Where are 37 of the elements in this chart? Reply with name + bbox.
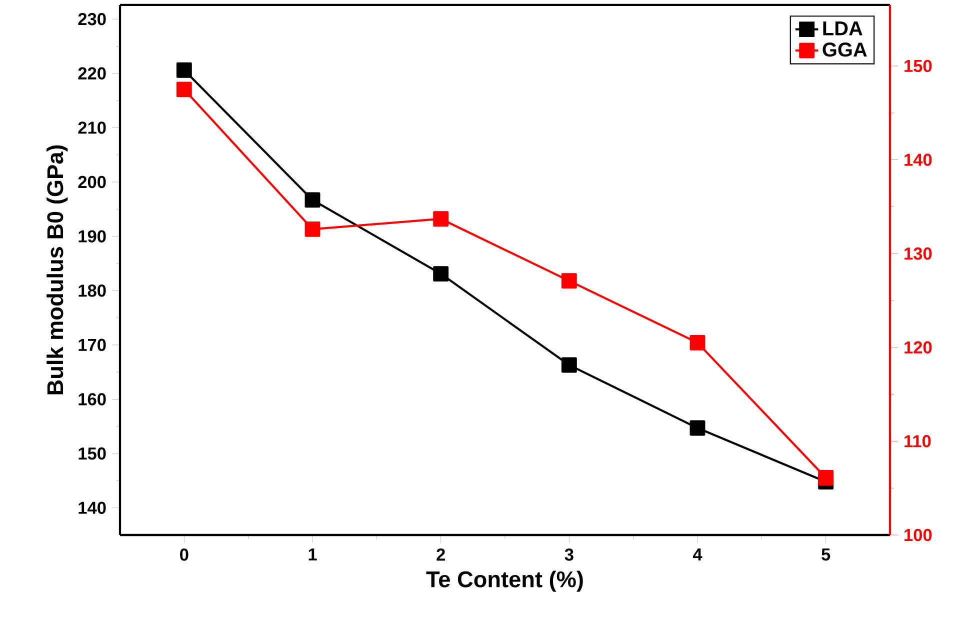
point: [690, 334, 706, 350]
point: [561, 357, 577, 373]
y2-tick-label: 140: [904, 154, 932, 166]
y-axis-title: Bulk modulus B0 (GPa): [46, 145, 68, 394]
y-tick-label: 150: [78, 447, 106, 460]
point: [176, 62, 192, 78]
x-tick-label: 4: [692, 548, 702, 560]
point: [433, 211, 449, 227]
x-tick-label: 2: [436, 548, 445, 561]
legend-label: LDA: [823, 21, 862, 36]
y-tick-label: 140: [78, 502, 106, 514]
y-tick-label: 180: [78, 284, 106, 297]
point: [690, 420, 706, 436]
x-tick-label: 3: [564, 548, 574, 561]
y-tick-label: 160: [78, 393, 106, 406]
point: [176, 82, 192, 98]
y2-tick-label: 120: [904, 341, 932, 354]
y-tick-label: 210: [78, 122, 106, 134]
y2-tick-label: 130: [904, 247, 932, 260]
point: [818, 470, 834, 486]
x-tick-label: 1: [308, 548, 317, 560]
point: [304, 221, 320, 237]
y-tick-label: 200: [78, 176, 106, 188]
y-tick-label: 230: [78, 12, 106, 26]
point: [433, 266, 449, 282]
x-tick-label: 5: [822, 548, 830, 561]
y2-tick-label: 110: [904, 435, 931, 448]
x-axis-title: Te Content (%): [426, 570, 583, 592]
point: [304, 192, 320, 208]
y2-tick-label: 150: [904, 60, 932, 72]
x-tick-label: 0: [180, 548, 188, 561]
legend-label: GGA: [822, 42, 867, 57]
y2-tick-label: 100: [904, 528, 932, 542]
point: [561, 273, 577, 289]
y-tick-label: 190: [78, 230, 106, 242]
y-tick-label: 170: [78, 338, 106, 352]
y-tick-label: 220: [78, 67, 106, 80]
